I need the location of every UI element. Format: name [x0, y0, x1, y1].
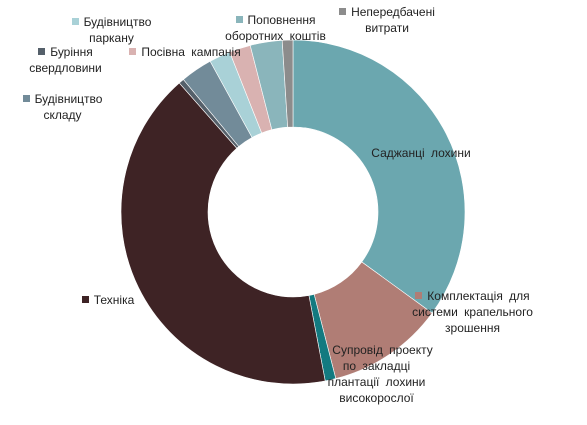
legend-swatch: [71, 18, 79, 25]
legend-swatch: [320, 346, 328, 353]
legend-text: Будівництво паркану: [83, 15, 152, 45]
legend-label: Непередбачені витрати: [332, 4, 442, 36]
legend-swatch: [81, 296, 89, 303]
legend-swatch: [22, 95, 30, 102]
legend-label: Саджанці лохини: [350, 145, 480, 161]
legend-label: Супровід проекту по закладці плантації л…: [314, 342, 439, 406]
legend-text: Супровід проекту по закладці плантації л…: [327, 343, 433, 405]
legend-text: Непередбачені витрати: [351, 5, 435, 35]
legend-label: Комплектація для системи крапельного зро…: [410, 288, 535, 336]
legend-text: Комплектація для системи крапельного зро…: [412, 289, 533, 335]
donut-segment: [292, 39, 466, 314]
legend-label: Будівництво паркану: [64, 14, 159, 46]
legend-swatch: [359, 149, 367, 156]
legend-text: Будівництво складу: [34, 92, 103, 122]
legend-label: Будівництво складу: [15, 91, 110, 123]
legend-swatch: [339, 8, 347, 15]
legend-label: Техніка: [63, 292, 153, 308]
legend-label: Поповнення оборотних коштів: [213, 12, 338, 44]
legend-swatch: [38, 48, 46, 55]
legend-label: Буріння свердловини: [18, 44, 113, 76]
donut-segment: [281, 39, 294, 128]
legend-swatch: [129, 48, 137, 55]
legend-text: Посівна кампанія: [141, 45, 241, 59]
legend-swatch: [235, 16, 243, 23]
legend-text: Саджанці лохини: [371, 146, 471, 160]
legend-text: Техніка: [93, 293, 135, 307]
legend-swatch: [415, 292, 423, 299]
donut-segment: [120, 82, 326, 385]
legend-text: Поповнення оборотних коштів: [225, 13, 326, 43]
legend-text: Буріння свердловини: [29, 45, 102, 75]
legend-label: Посівна кампанія: [120, 44, 250, 60]
